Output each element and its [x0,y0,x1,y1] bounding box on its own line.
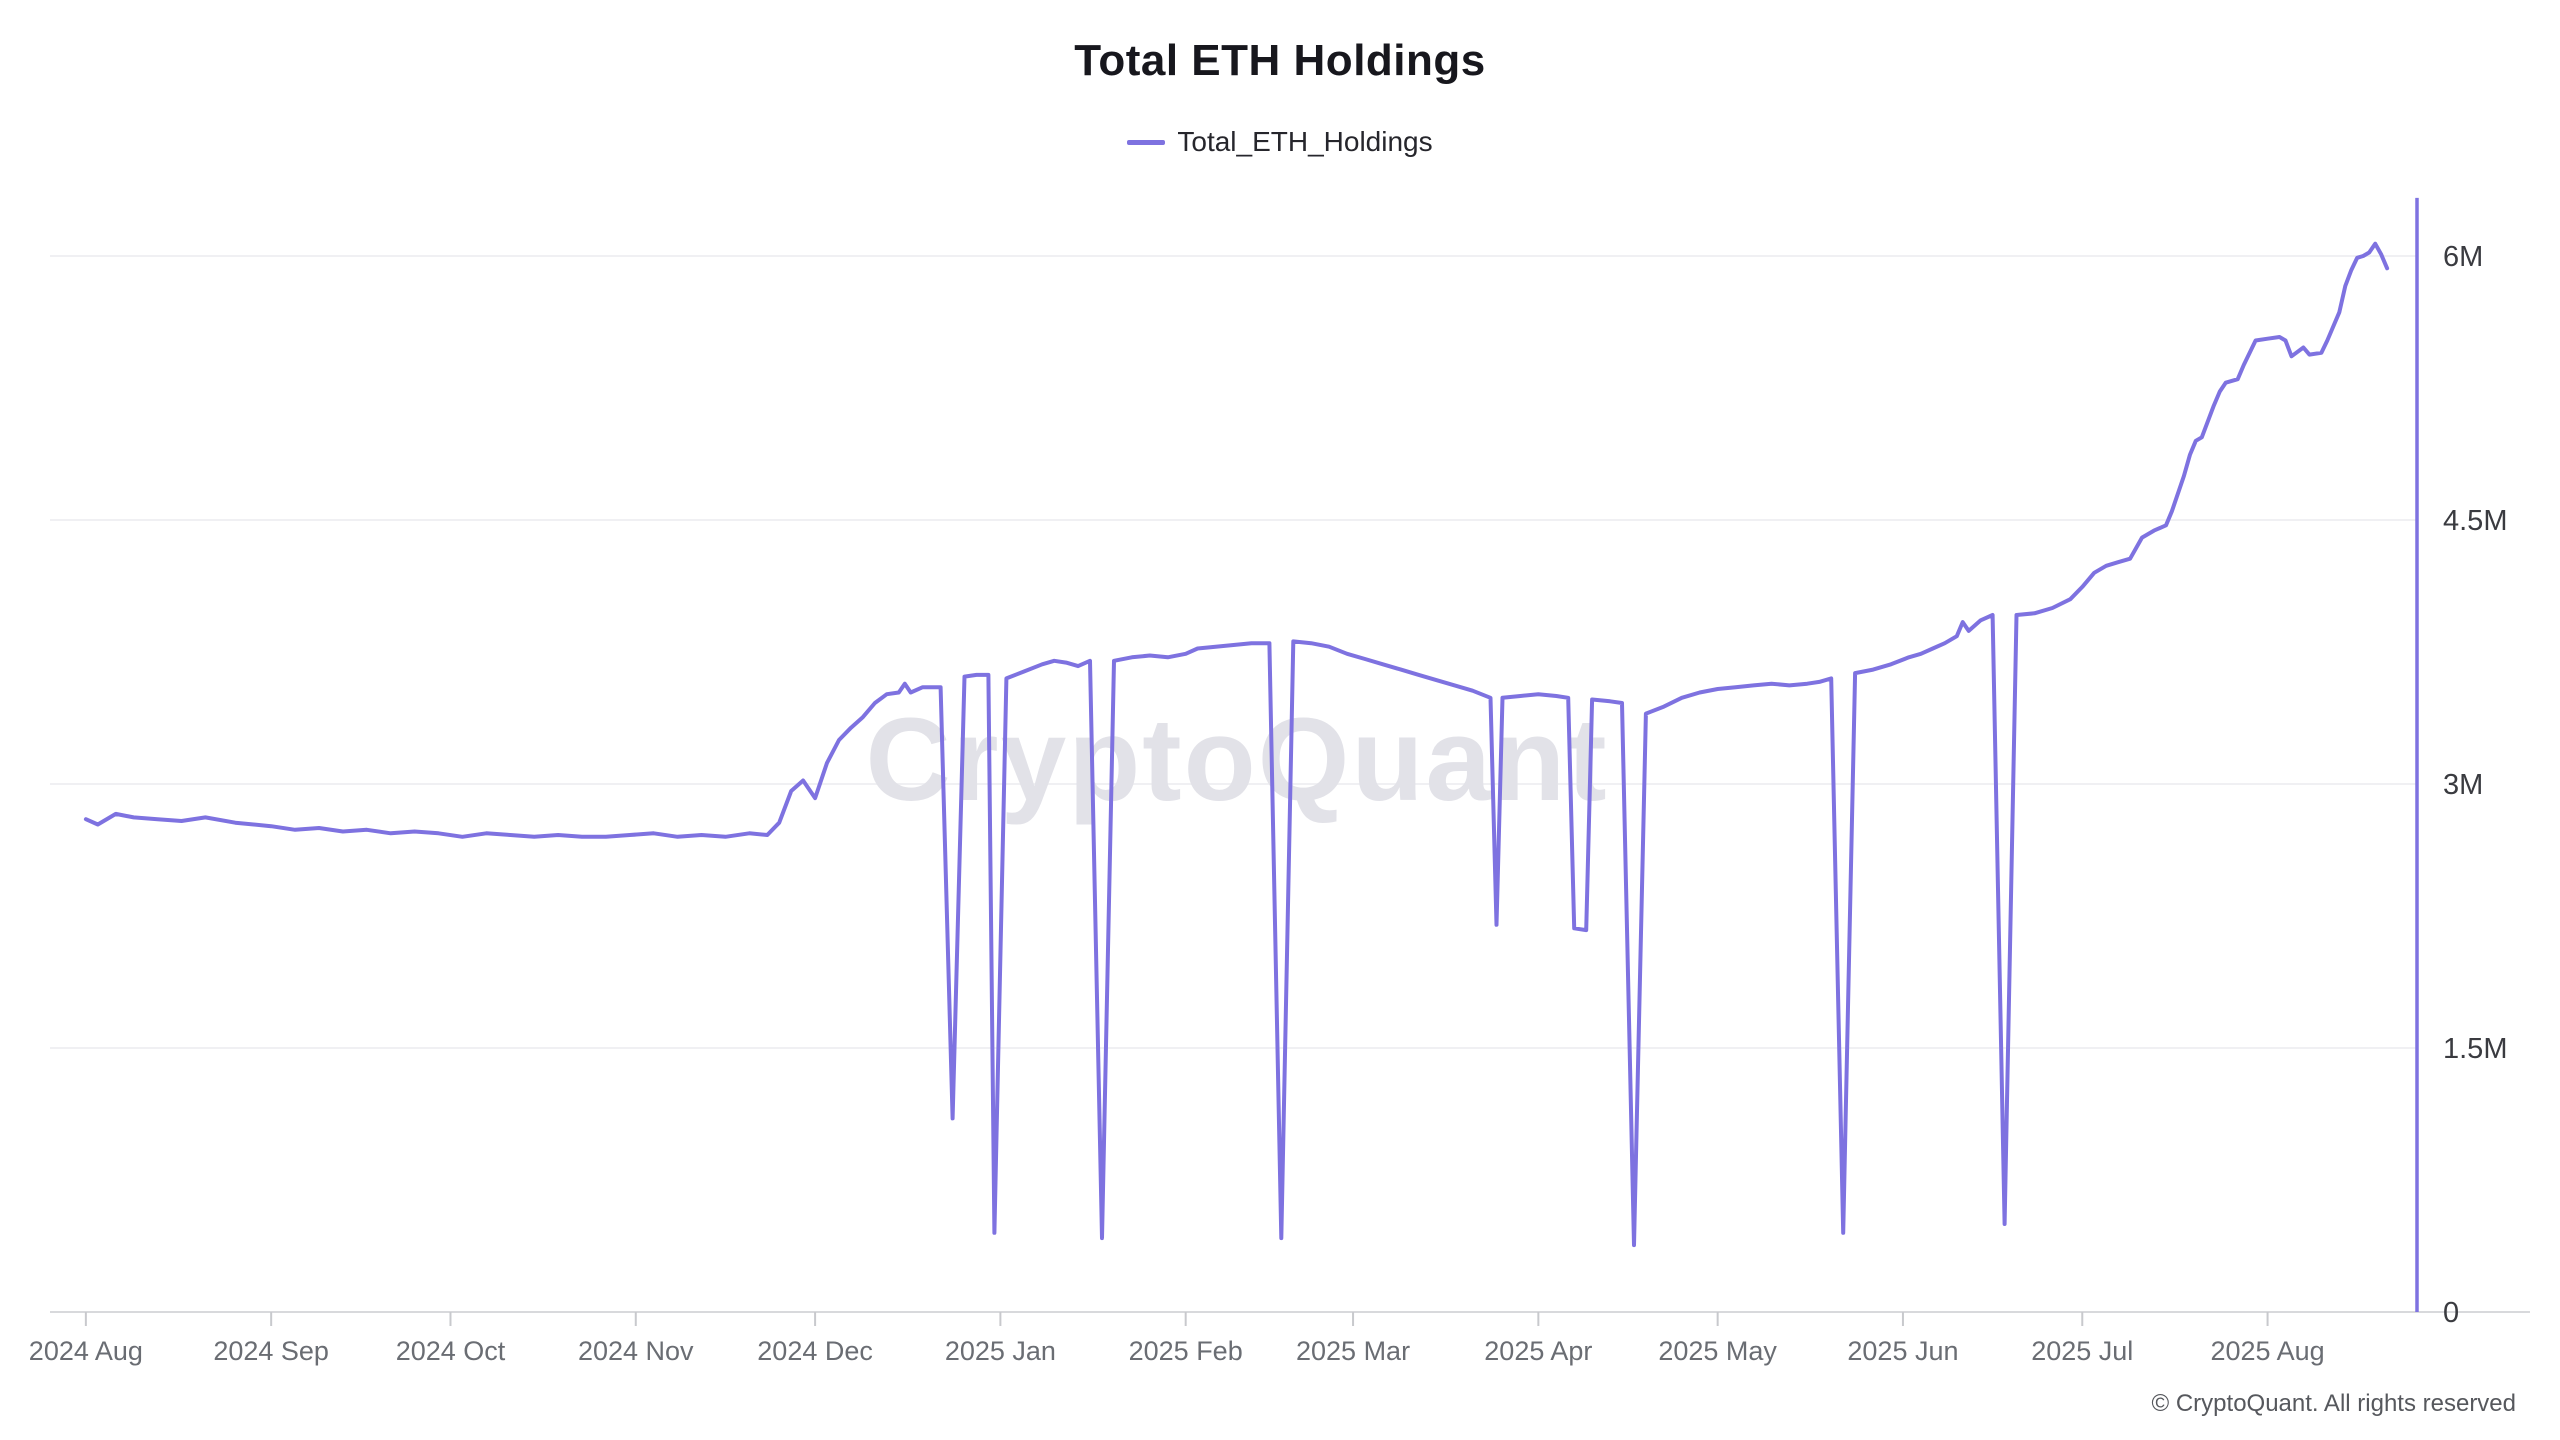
x-tick-label: 2024 Aug [29,1336,143,1366]
x-tick-label: 2024 Sep [213,1336,329,1366]
total-eth-holdings-line[interactable] [83,241,2390,1248]
cryptoquant-watermark: CryptoQuant [865,694,1608,826]
x-tick-label: 2024 Nov [578,1336,694,1366]
x-tick-label: 2025 Jul [2031,1336,2133,1366]
x-tick-label: 2025 Feb [1129,1336,1243,1366]
x-tick-label: 2024 Oct [396,1336,506,1366]
y-tick-label: 4.5M [2443,505,2507,537]
y-tick-label: 1.5M [2443,1033,2507,1065]
x-tick-label: 2025 Jan [945,1336,1056,1366]
x-tick-label: 2025 Mar [1296,1336,1410,1366]
chart-title: Total ETH Holdings [1074,36,1486,85]
legend-item[interactable]: Total_ETH_Holdings [1127,126,1433,158]
y-tick-label: 3M [2443,769,2483,801]
x-tick-label: 2025 Jun [1847,1336,1958,1366]
copyright-notice: © CryptoQuant. All rights reserved [2151,1390,2517,1417]
y-tick-label: 0 [2443,1297,2459,1329]
legend-item-label: Total_ETH_Holdings [1177,126,1433,157]
legend-line-marker [1127,139,1166,145]
x-tick-label: 2025 Aug [2211,1336,2325,1366]
x-tick-label: 2024 Dec [757,1336,873,1366]
x-tick-label: 2025 Apr [1484,1336,1592,1366]
y-tick-label: 6M [2443,241,2483,273]
x-tick-label: 2025 May [1658,1336,1777,1366]
legend: Total_ETH_Holdings [0,126,2560,158]
